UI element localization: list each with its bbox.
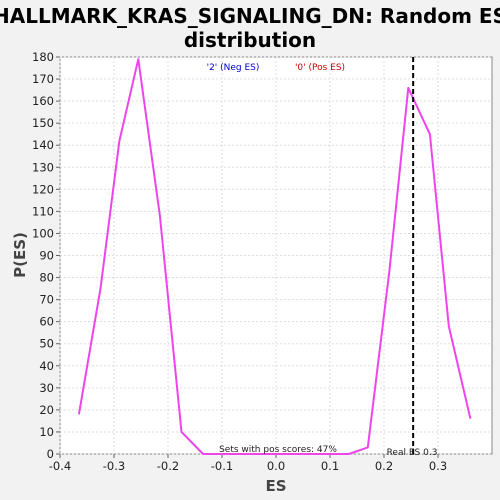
x-tick-label: 0.0 (267, 459, 285, 473)
y-tick-label: 60 (39, 315, 54, 329)
x-tick-label: -0.3 (103, 459, 125, 473)
legend-neg-es: '2' (Neg ES) (207, 63, 260, 73)
grid (59, 56, 492, 455)
y-tick-label: 170 (32, 72, 54, 86)
axis-ticks: 0 10 20 30 40 50 60 70 80 90 100 110 120 130 140 150 160… (32, 50, 447, 473)
x-tick-label: 0.1 (321, 459, 339, 473)
x-tick-label: 0.2 (375, 459, 393, 473)
y-tick-label: 20 (39, 403, 54, 417)
y-tick-label: 120 (32, 182, 54, 196)
series-layer (77, 58, 472, 455)
real-es-annotation: Real ES 0.3 (387, 448, 438, 458)
y-tick-label: 140 (32, 138, 54, 152)
y-tick-label: 90 (39, 249, 54, 263)
y-tick-label: 80 (39, 271, 54, 285)
y-tick-label: 0 (47, 447, 54, 461)
y-tick-label: 130 (32, 160, 54, 174)
y-tick-label: 160 (32, 94, 54, 108)
y-axis-label: P(ES) (11, 232, 29, 278)
y-tick-label: 10 (39, 425, 54, 439)
y-tick-label: 150 (32, 116, 54, 130)
x-tick-label: -0.4 (49, 459, 71, 473)
chart-title-line-2: distribution (184, 28, 316, 52)
y-tick-label: 30 (39, 381, 54, 395)
x-tick-label: -0.2 (157, 459, 179, 473)
es-distribution-line (77, 58, 472, 455)
chart-title-line-1: HALLMARK_KRAS_SIGNALING_DN: Random ES (0, 4, 500, 28)
y-tick-label: 40 (39, 359, 54, 373)
y-tick-label: 100 (32, 226, 54, 240)
y-tick-label: 110 (32, 204, 54, 218)
legend-pos-es: '0' (Pos ES) (295, 63, 345, 73)
x-tick-label: 0.3 (429, 459, 447, 473)
y-tick-label: 50 (39, 337, 54, 351)
y-tick-label: 180 (32, 50, 54, 64)
x-axis-label: ES (265, 477, 286, 495)
sets-with-pos-annotation: Sets with pos scores: 47% (219, 445, 337, 455)
y-tick-label: 70 (39, 293, 54, 307)
x-tick-label: -0.1 (211, 459, 233, 473)
